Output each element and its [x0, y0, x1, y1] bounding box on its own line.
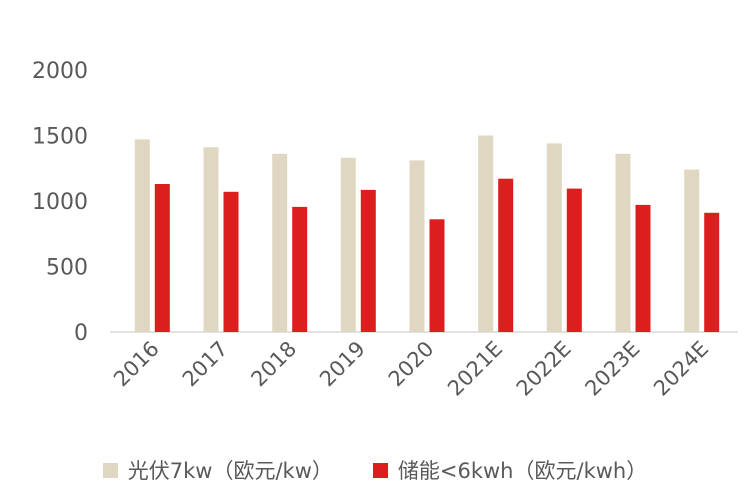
bar-pv-2019 — [340, 157, 356, 332]
y-tick-label: 1000 — [32, 190, 88, 215]
bar-storage-2017 — [223, 191, 239, 332]
y-tick-label: 500 — [46, 256, 88, 281]
x-tick-label: 2016 — [109, 337, 164, 392]
legend-item-storage: 储能<6kwh（欧元/kwh） — [372, 455, 648, 485]
legend-swatch-pv — [102, 462, 118, 478]
x-axis-ticks: 2016 2017 2018 2019 2020 2021E 2022E 2023E 2024E — [109, 337, 713, 401]
x-tick-label: 2023E — [580, 337, 644, 401]
bar-pv-2022E — [546, 143, 562, 332]
x-tick-label: 2022E — [512, 337, 576, 401]
x-tick-label: 2019 — [315, 337, 370, 392]
y-tick-label: 2000 — [32, 59, 88, 84]
legend: 光伏7kw（欧元/kw） 储能<6kwh（欧元/kwh） — [0, 452, 750, 488]
bar-pv-2020 — [409, 160, 425, 332]
bar-storage-2018 — [292, 206, 308, 332]
legend-label-storage: 储能<6kwh（欧元/kwh） — [397, 459, 648, 483]
x-tick-label: 2017 — [178, 337, 233, 392]
x-tick-label: 2020 — [384, 337, 439, 392]
bar-storage-2023E — [635, 204, 651, 332]
bar-pv-2018 — [272, 153, 288, 332]
y-axis-ticks: 0 500 1000 1500 2000 — [32, 59, 88, 346]
bar-pv-2023E — [615, 153, 631, 332]
bar-pv-2024E — [684, 169, 700, 332]
x-tick-label: 2021E — [443, 337, 507, 401]
y-tick-label: 1500 — [32, 125, 88, 150]
bar-storage-2019 — [360, 189, 376, 332]
bar-pv-2016 — [134, 139, 150, 332]
legend-swatch-storage — [372, 462, 388, 478]
bar-pv-2021E — [478, 135, 494, 332]
y-tick-label: 0 — [74, 321, 88, 346]
bar-storage-2020 — [429, 219, 445, 332]
bars — [134, 135, 720, 332]
x-tick-label: 2024E — [649, 337, 713, 401]
bar-storage-2024E — [704, 212, 720, 332]
bar-storage-2016 — [154, 184, 170, 332]
legend-item-pv: 光伏7kw（欧元/kw） — [102, 455, 333, 485]
bar-storage-2021E — [498, 178, 514, 332]
bar-storage-2022E — [566, 188, 582, 332]
bar-pv-2017 — [203, 147, 219, 332]
legend-label-pv: 光伏7kw（欧元/kw） — [127, 459, 333, 483]
x-tick-label: 2018 — [246, 337, 301, 392]
